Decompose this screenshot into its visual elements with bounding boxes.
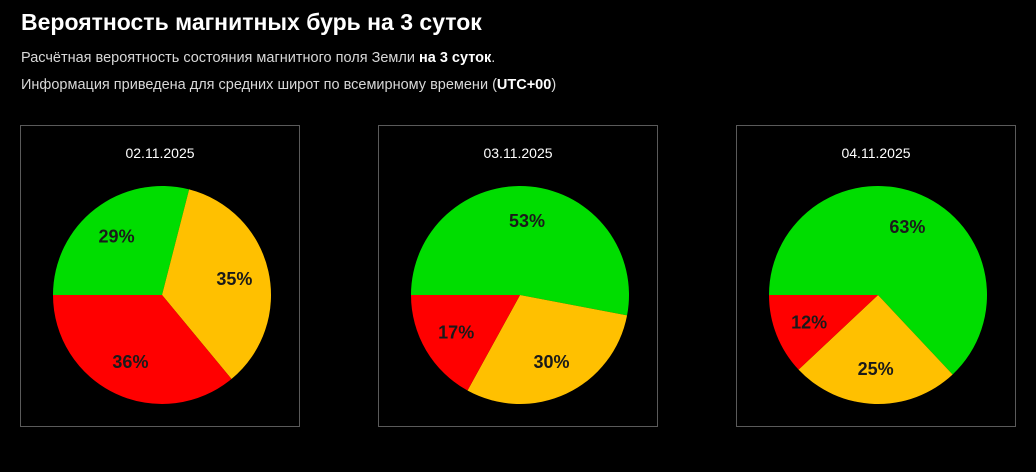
slice-label: 53% (509, 211, 545, 231)
pie-slice-red (769, 295, 878, 370)
forecast-panel-day-1: 02.11.2025 29% 35% 36% (20, 125, 300, 427)
slice-label: 12% (791, 312, 827, 332)
slice-label: 35% (216, 269, 252, 289)
pie-slice-yellow (162, 189, 271, 379)
slice-label: 30% (534, 352, 570, 372)
subtitle-text: Расчётная вероятность состояния магнитно… (21, 50, 419, 66)
subtitle-line-1: Расчётная вероятность состояния магнитно… (21, 50, 495, 66)
timezone-label: UTC+00 (496, 77, 552, 93)
pie-slice-green (53, 186, 190, 295)
pie-slice-green (411, 185, 629, 316)
panel-date: 02.11.2025 (125, 145, 195, 161)
page-title: Вероятность магнитных бурь на 3 суток (21, 9, 482, 35)
pie-chart: 63% 25% 12% (769, 186, 987, 404)
pie-slice-red (411, 295, 520, 391)
slice-label: 29% (99, 226, 135, 246)
pie-chart: 29% 35% 36% (53, 186, 271, 404)
subtitle-text: Информация приведена для средних широт п… (21, 77, 497, 93)
panel-date: 03.11.2025 (483, 145, 553, 161)
slice-label: 63% (889, 217, 925, 237)
slice-label: 36% (112, 352, 148, 372)
pie-slice-yellow (798, 295, 953, 404)
slice-label: 25% (858, 359, 894, 379)
subtitle-end: ) (551, 77, 557, 93)
pie-slice-red (53, 295, 232, 404)
pie-slice-green (769, 186, 987, 375)
subtitle-end: . (491, 50, 496, 66)
pie-slice-yellow (467, 295, 628, 404)
pie-chart: 53% 30% 17% (411, 185, 629, 404)
subtitle-bold: на 3 суток (418, 50, 492, 66)
panel-date: 04.11.2025 (841, 145, 911, 161)
forecast-panel-day-3: 04.11.2025 63% 25% 12% (736, 125, 1016, 427)
forecast-panel-day-2: 03.11.2025 53% 30% 17% (378, 125, 658, 427)
slice-label: 17% (438, 323, 474, 343)
subtitle-line-2: Информация приведена для средних широт п… (21, 77, 556, 93)
